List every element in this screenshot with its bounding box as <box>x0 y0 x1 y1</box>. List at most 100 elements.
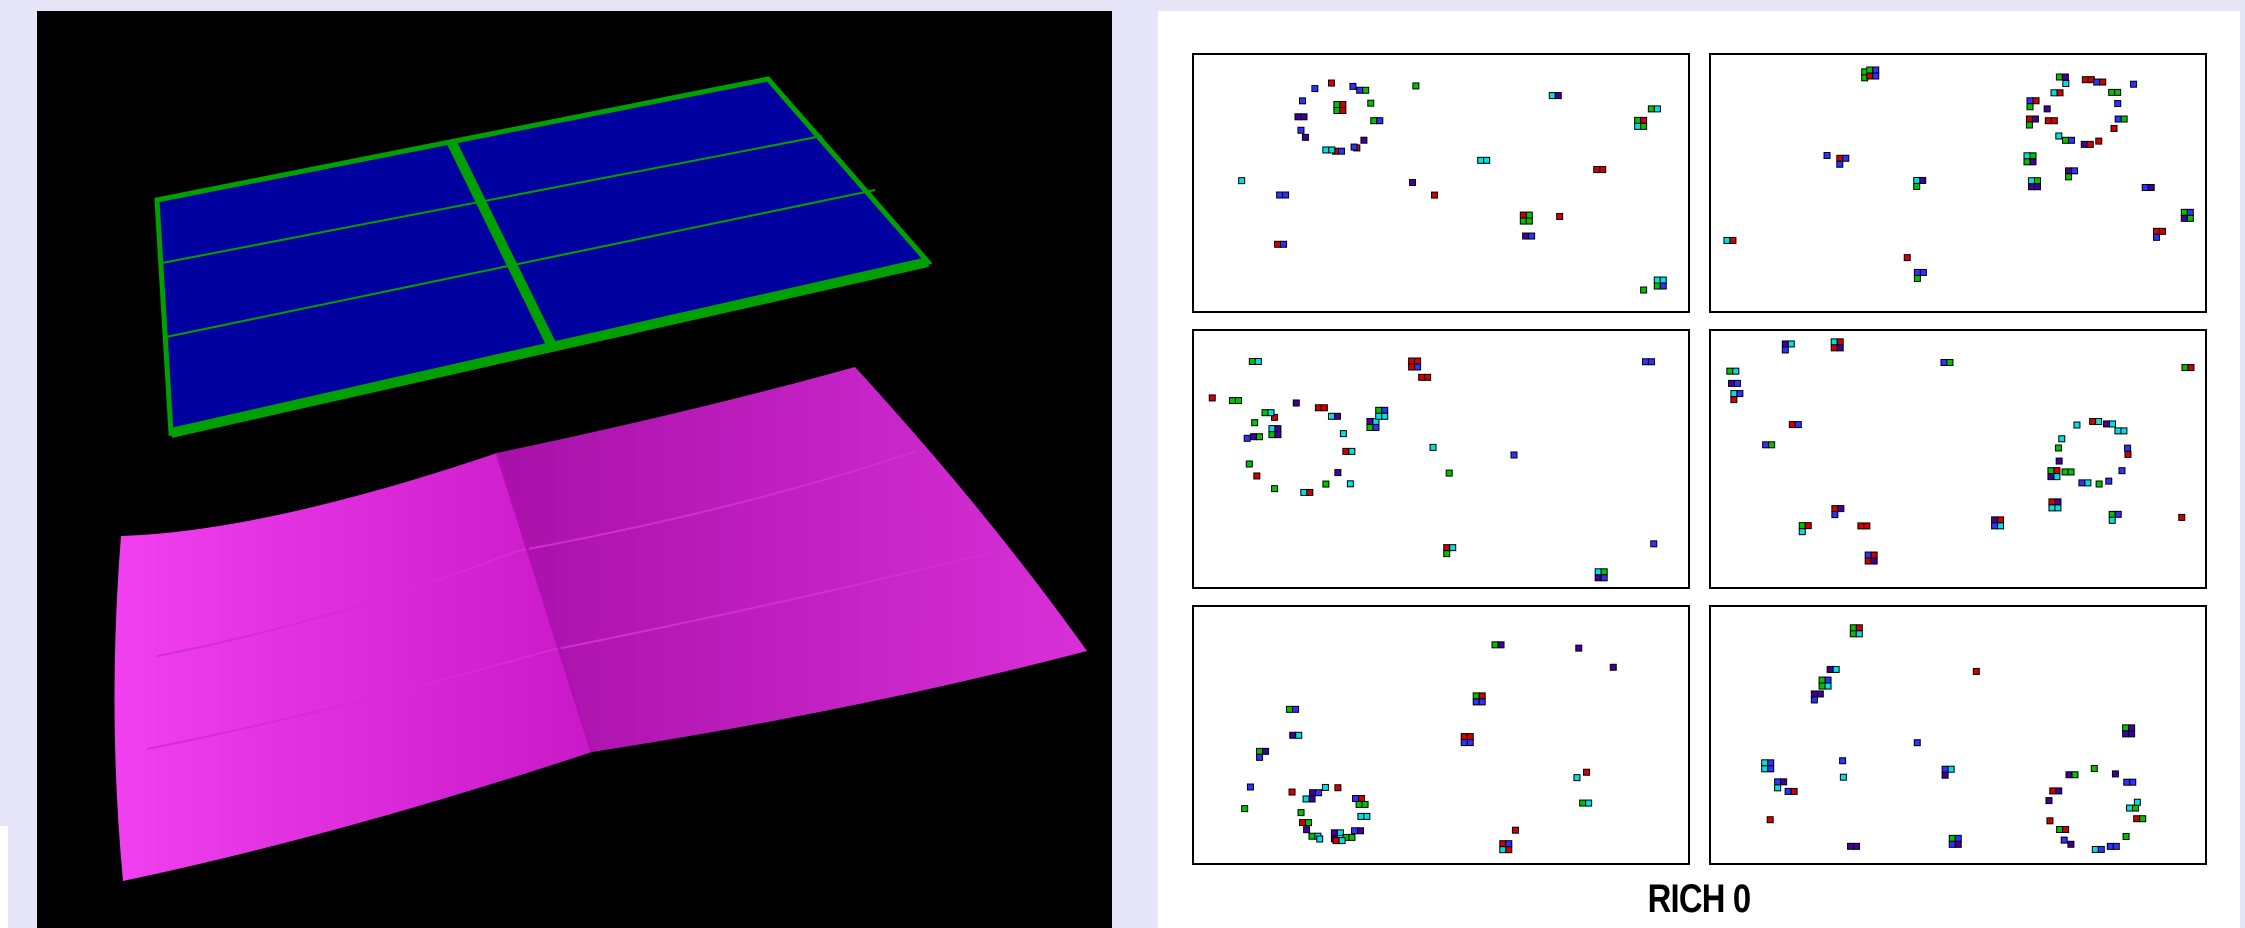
hit-pixel <box>2048 498 2056 506</box>
hit-pixel <box>1372 423 1380 431</box>
hit-pixel <box>1322 146 1330 154</box>
hit-pixel <box>2065 771 2073 779</box>
hit-pixel <box>1256 433 1264 441</box>
hit-pixel <box>1289 731 1297 739</box>
hit-pixel <box>1491 641 1499 649</box>
hit-pixel <box>1268 431 1276 439</box>
hit-pixel <box>2060 836 2068 844</box>
corner-patch <box>0 826 8 928</box>
hit-pixel <box>1903 254 1911 262</box>
hit-pixel <box>2044 117 2052 125</box>
hit-pixel <box>2032 97 2040 105</box>
hit-pixel <box>1818 682 1826 690</box>
hit-pixel <box>1727 379 1735 387</box>
hit-pixel <box>2056 825 2064 833</box>
hit-pixel <box>1510 451 1518 459</box>
hit-pixel <box>1609 663 1617 671</box>
hit-pixel <box>1810 690 1818 698</box>
hit-pixel <box>2086 140 2094 148</box>
hit-pixel <box>1583 768 1591 776</box>
hit-pixel <box>1271 413 1279 421</box>
hit-pixel <box>1831 511 1839 519</box>
hit-pixel <box>1280 240 1288 248</box>
hit-pixel <box>1525 217 1533 225</box>
hit-pixel <box>1360 136 1368 144</box>
hit-pixel <box>1300 488 1308 496</box>
hit-pixel <box>1593 166 1601 174</box>
hit-pixel <box>1761 759 1769 767</box>
hit-pixel <box>1729 236 1737 244</box>
hit-pixel <box>1299 819 1307 827</box>
hit-pixel <box>2180 208 2188 216</box>
hit-pixel <box>1913 182 1921 190</box>
hit-pixel <box>1367 99 1375 107</box>
hit-pixel <box>1381 412 1389 420</box>
hit-pixel <box>1864 557 1872 565</box>
hit-pixel <box>1647 105 1655 113</box>
hit-pixel <box>2124 450 2132 458</box>
hit-pixel <box>2055 132 2063 140</box>
hit-pixel <box>1478 698 1486 706</box>
hit-pixel <box>1505 846 1513 854</box>
hit-pixel <box>1253 472 1261 480</box>
hit-pixel <box>1445 469 1453 477</box>
hit-pixel <box>1794 421 1802 429</box>
hit-pixel <box>2067 468 2075 476</box>
hit-pixel <box>2106 842 2114 850</box>
hit-pixel <box>1787 340 1795 348</box>
hit-pixel <box>1640 286 1648 294</box>
hit-pixel <box>1322 480 1330 488</box>
hit-pixel <box>2050 89 2058 97</box>
hit-pixel <box>1328 79 1336 87</box>
hit-pixel <box>1409 178 1417 186</box>
hit-pixel <box>2133 815 2141 823</box>
hit-pixel <box>1339 430 1347 438</box>
hit-pixel <box>1946 358 1954 366</box>
hit-pixel <box>1460 733 1468 741</box>
hit-pixel <box>1579 799 1587 807</box>
hit-pixel <box>1316 835 1324 843</box>
hit-pixel <box>2108 510 2116 518</box>
hit-pixel <box>1730 390 1738 398</box>
hit-pixel <box>1245 460 1253 468</box>
hit-pixel <box>2026 97 2034 105</box>
hit-pixel <box>1919 176 1927 184</box>
hit-pixel <box>1913 268 1921 276</box>
hit-pixel <box>1348 447 1356 455</box>
hit-pixel <box>2055 787 2063 795</box>
hit-pixel <box>2025 115 2033 123</box>
hit-pixel <box>1954 834 1962 842</box>
hit-pixel <box>1870 551 1878 559</box>
hit-pixel <box>1863 522 1871 530</box>
hit-pixel <box>1948 834 1956 842</box>
hit-pixel <box>2110 124 2118 132</box>
hit-pixel <box>1351 827 1359 835</box>
hit-pixel <box>2055 457 2063 465</box>
hit-pixel <box>1767 759 1775 767</box>
hit-pixel <box>2050 117 2058 125</box>
hit-pixel <box>2153 233 2161 241</box>
hit-pixel <box>1418 373 1426 381</box>
hit-pixel <box>1333 412 1341 420</box>
hit-pixel <box>1913 176 1921 184</box>
hit-pixel <box>2130 80 2138 88</box>
rich-panel-6 <box>1709 605 2207 865</box>
hit-pixel <box>2103 420 2111 428</box>
hit-pixel <box>1334 469 1342 477</box>
hit-pixel <box>1762 441 1770 449</box>
hit-pixel <box>1267 409 1275 417</box>
hit-pixel <box>1241 805 1249 813</box>
hit-pixel <box>1522 232 1530 240</box>
hit-pixel <box>2073 421 2081 429</box>
hit-pixel <box>1839 757 1847 765</box>
hit-pixel <box>1768 441 1776 449</box>
hit-pixel <box>2053 473 2061 481</box>
hit-pixel <box>2124 444 2132 452</box>
hit-pixel <box>1443 550 1451 558</box>
hit-pixel <box>1412 82 1420 90</box>
hit-pixel <box>1315 789 1323 797</box>
hit-pixel <box>1339 107 1347 115</box>
hit-pixel <box>1336 829 1344 837</box>
hit-pixel <box>1997 516 2005 524</box>
hit-pixel <box>1449 544 1457 552</box>
